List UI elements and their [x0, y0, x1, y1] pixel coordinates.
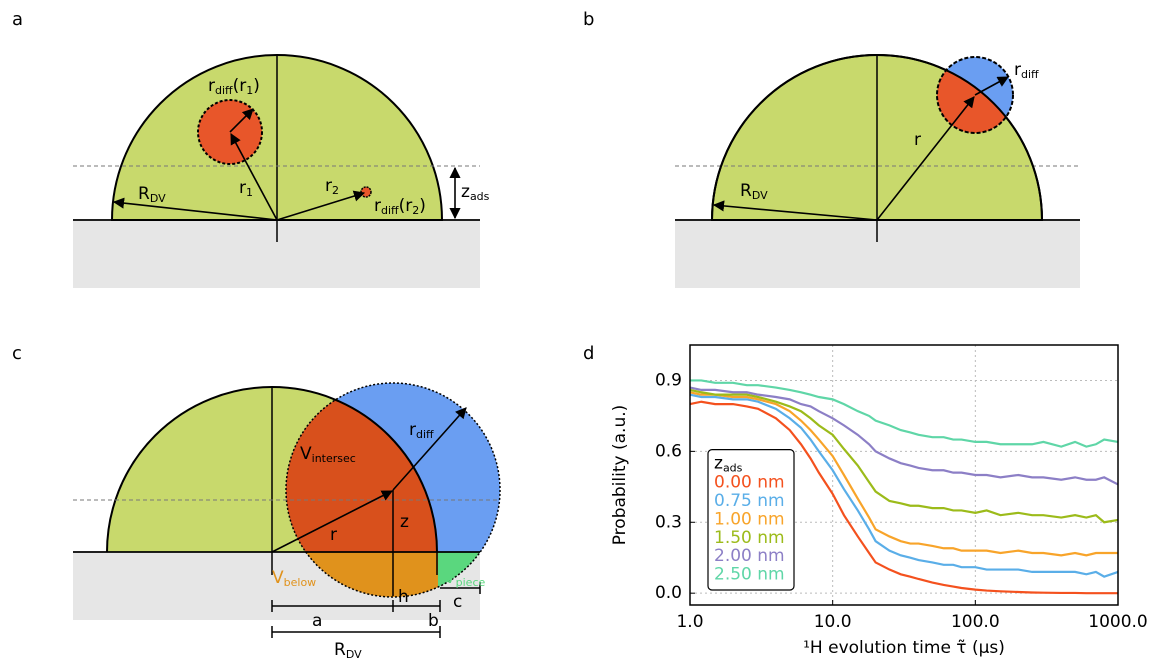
legend-box [707, 449, 795, 591]
diagram-a: RDV rdiff(r1) r1 r2 rdiff(r2) zads [73, 54, 490, 288]
diagram-c: Vintersec rdiff r z h Vbelow Vpiece a b … [73, 382, 501, 661]
arrow [876, 96, 975, 221]
legend-title: zads [714, 454, 743, 475]
label: RDV [334, 640, 362, 661]
legend-entry: 2.50 nm [714, 565, 785, 585]
diffusion-sphere [936, 56, 1014, 134]
x-tick-label: 100.0 [951, 612, 1000, 632]
label: rdiff [1014, 60, 1039, 81]
arrow [271, 490, 393, 553]
dimension-lines [271, 582, 481, 638]
label: c [453, 592, 462, 612]
y-axis-label: Probability (a.u.) [610, 405, 630, 546]
label: r [914, 130, 921, 150]
series-line [689, 391, 1118, 557]
legend-title-sub: ads [723, 462, 743, 475]
y-tick-label: 0.3 [655, 512, 682, 532]
panel-label: c [12, 343, 22, 364]
y-tick-label: 0.9 [655, 370, 682, 390]
legend-entry: 0.00 nm [714, 473, 785, 493]
label: r [330, 525, 337, 545]
y-tick-label: 0.6 [655, 441, 682, 461]
label: Vpiece [444, 568, 485, 589]
y-tick-label: 0.0 [655, 583, 682, 603]
x-tick-label: 10.0 [814, 612, 852, 632]
label: RDV [138, 184, 166, 205]
series-line [690, 379, 1119, 448]
arrow [974, 76, 1009, 96]
series-line [689, 400, 1118, 595]
legend-entry: 1.00 nm [714, 509, 785, 529]
diagram-b: RDV r rdiff [675, 54, 1080, 288]
label: Vbelow [272, 568, 316, 589]
arrow [230, 133, 278, 221]
legend-title-main: z [714, 454, 723, 474]
diffusion-sphere [360, 186, 372, 198]
x-tick-label: 1.0 [676, 612, 703, 632]
label: h [398, 587, 409, 607]
label: b [428, 611, 439, 631]
legend-entry: 0.75 nm [714, 491, 785, 511]
diffusion-sphere [285, 382, 501, 598]
legend-entry: 1.50 nm [714, 528, 785, 548]
series-line [689, 386, 1119, 486]
arrow [392, 407, 467, 491]
x-axis-label: ¹H evolution time τ̃ (μs) [803, 638, 1005, 658]
label: rdiff(r1) [208, 76, 260, 97]
plot-frame [689, 344, 1119, 606]
series-line [689, 388, 1119, 524]
label: r2 [325, 176, 339, 197]
panel-label: d [583, 343, 594, 364]
series-line [689, 393, 1119, 578]
x-tick-label: 1000.0 [1088, 612, 1147, 632]
label: zads [461, 182, 490, 203]
label: RDV [740, 181, 768, 202]
panel-label: b [583, 9, 594, 30]
legend-entry: 2.00 nm [714, 546, 785, 566]
arrow [112, 197, 278, 221]
label: rdiff(r2) [374, 196, 426, 217]
arrow [276, 190, 366, 221]
label: r1 [239, 178, 253, 199]
label: z [400, 512, 409, 532]
arrow [229, 108, 254, 133]
panel-label: a [12, 9, 23, 30]
chart: Probability (a.u.) ¹H evolution time τ̃ … [610, 344, 1148, 658]
hemisphere-edge [711, 54, 1043, 221]
label: a [312, 611, 322, 631]
label: Vintersec [300, 444, 356, 465]
arrow [712, 200, 878, 221]
label: rdiff [409, 420, 434, 441]
